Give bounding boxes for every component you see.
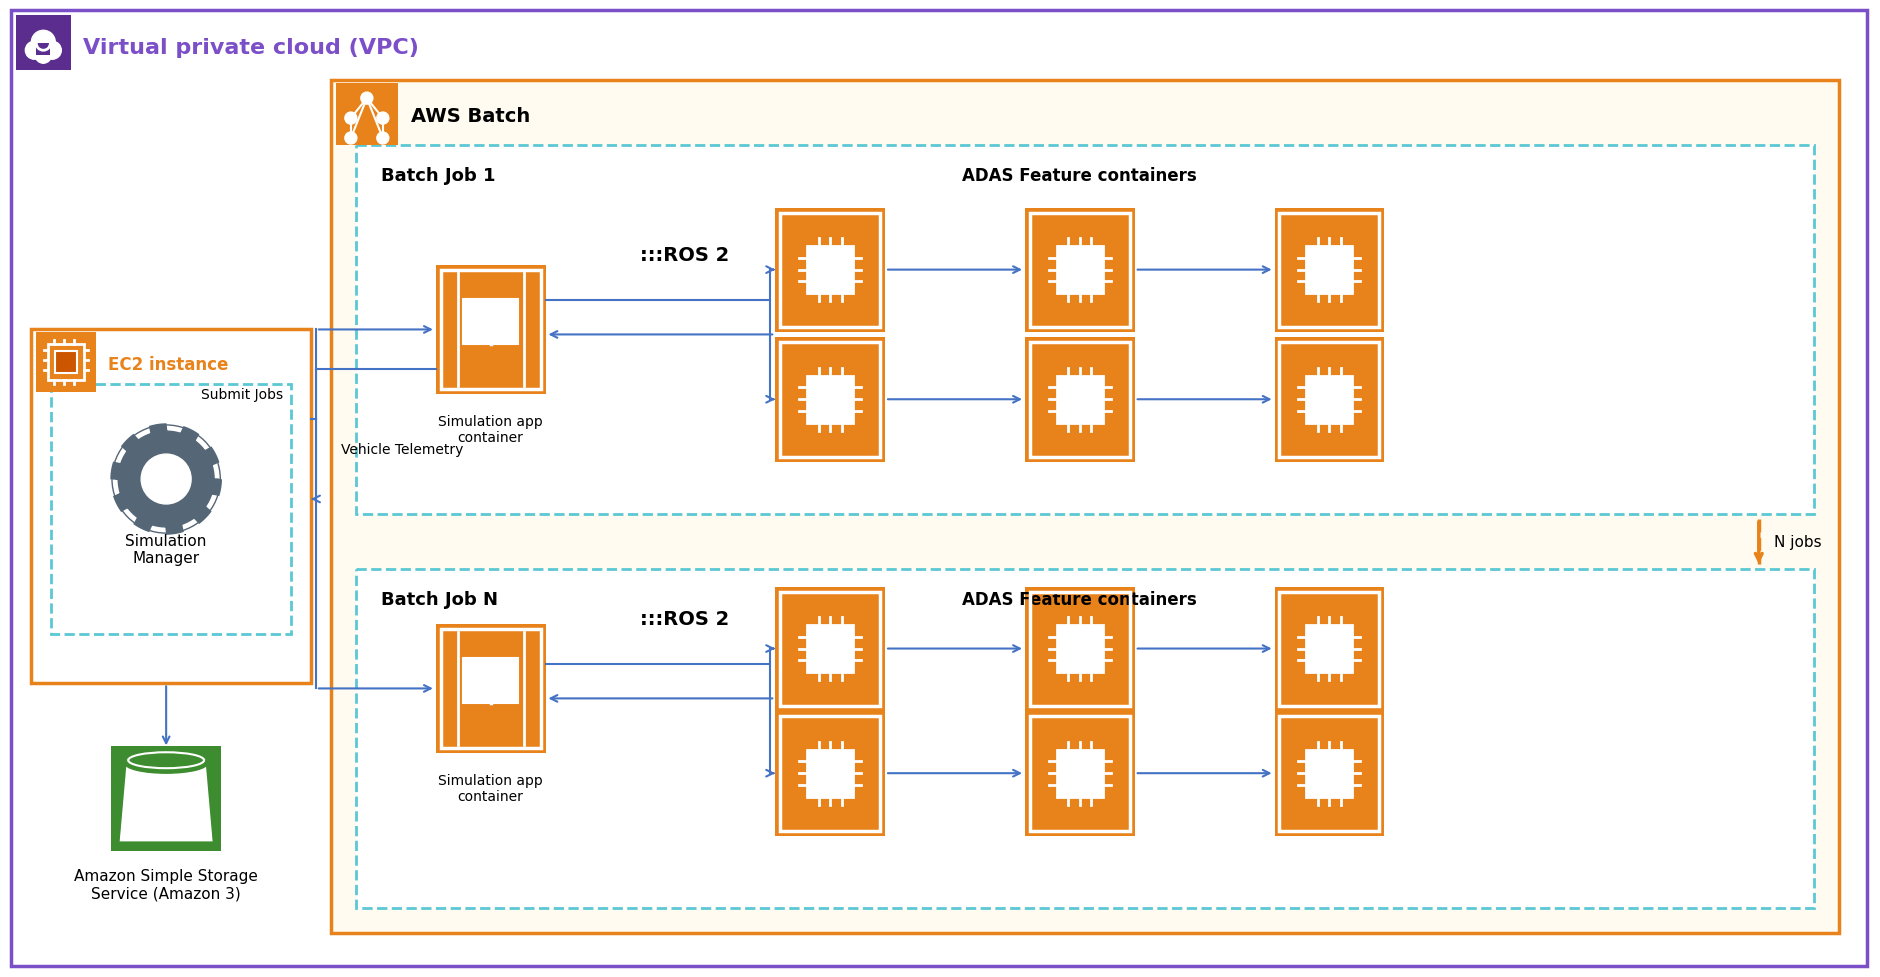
Circle shape [43, 42, 62, 61]
FancyBboxPatch shape [1275, 208, 1384, 333]
Circle shape [376, 113, 389, 125]
FancyBboxPatch shape [1275, 587, 1384, 711]
FancyBboxPatch shape [1025, 587, 1136, 711]
FancyBboxPatch shape [11, 12, 1867, 965]
FancyBboxPatch shape [1057, 749, 1104, 797]
FancyBboxPatch shape [807, 749, 854, 797]
Circle shape [344, 133, 357, 145]
Text: Virtual private cloud (VPC): Virtual private cloud (VPC) [83, 38, 419, 59]
FancyBboxPatch shape [355, 570, 1814, 908]
FancyBboxPatch shape [331, 81, 1839, 933]
Ellipse shape [124, 753, 207, 774]
Circle shape [141, 454, 192, 504]
FancyBboxPatch shape [775, 338, 885, 462]
FancyBboxPatch shape [1057, 246, 1104, 294]
Circle shape [376, 133, 389, 145]
FancyBboxPatch shape [775, 587, 885, 711]
Text: :::ROS 2: :::ROS 2 [641, 246, 729, 265]
Polygon shape [111, 425, 222, 534]
Circle shape [36, 48, 51, 64]
FancyBboxPatch shape [807, 625, 854, 672]
Text: Amazon Simple Storage
Service (Amazon 3): Amazon Simple Storage Service (Amazon 3) [73, 868, 258, 901]
FancyBboxPatch shape [36, 44, 51, 56]
Text: Simulation app
container: Simulation app container [438, 415, 543, 445]
FancyBboxPatch shape [337, 84, 399, 146]
FancyBboxPatch shape [462, 300, 519, 345]
Text: EC2 instance: EC2 instance [109, 356, 229, 374]
Ellipse shape [128, 752, 205, 769]
FancyBboxPatch shape [36, 333, 96, 393]
FancyBboxPatch shape [1307, 376, 1352, 423]
FancyBboxPatch shape [111, 748, 222, 848]
Circle shape [361, 93, 372, 105]
FancyBboxPatch shape [1025, 208, 1136, 333]
FancyBboxPatch shape [1275, 338, 1384, 462]
Circle shape [32, 31, 55, 55]
Text: N jobs: N jobs [1773, 534, 1822, 550]
Text: :::ROS 2: :::ROS 2 [641, 610, 729, 628]
FancyBboxPatch shape [55, 352, 77, 374]
Text: Simulation
Manager: Simulation Manager [126, 533, 207, 566]
Circle shape [344, 113, 357, 125]
FancyBboxPatch shape [1275, 711, 1384, 836]
FancyBboxPatch shape [17, 17, 71, 71]
Polygon shape [120, 758, 211, 843]
FancyBboxPatch shape [1307, 246, 1352, 294]
FancyBboxPatch shape [1057, 376, 1104, 423]
FancyBboxPatch shape [111, 746, 222, 851]
FancyBboxPatch shape [32, 330, 310, 684]
Polygon shape [120, 763, 211, 838]
FancyBboxPatch shape [775, 711, 885, 836]
FancyBboxPatch shape [807, 376, 854, 423]
FancyBboxPatch shape [775, 208, 885, 333]
FancyBboxPatch shape [355, 146, 1814, 515]
FancyBboxPatch shape [1025, 711, 1136, 836]
FancyBboxPatch shape [1025, 338, 1136, 462]
Text: AWS Batch: AWS Batch [412, 106, 530, 125]
Text: Batch Job 1: Batch Job 1 [382, 167, 494, 185]
FancyBboxPatch shape [1057, 625, 1104, 672]
FancyBboxPatch shape [49, 345, 85, 381]
FancyBboxPatch shape [807, 246, 854, 294]
Text: ADAS Feature containers: ADAS Feature containers [963, 590, 1198, 608]
Text: Vehicle Telemetry: Vehicle Telemetry [340, 443, 462, 456]
Text: ADAS Feature containers: ADAS Feature containers [963, 167, 1198, 185]
Text: Submit Jobs: Submit Jobs [201, 388, 284, 402]
FancyBboxPatch shape [1307, 749, 1352, 797]
Polygon shape [120, 760, 211, 840]
Circle shape [24, 42, 43, 61]
Text: Simulation app
container: Simulation app container [438, 774, 543, 803]
FancyBboxPatch shape [436, 266, 545, 395]
FancyBboxPatch shape [462, 658, 519, 703]
FancyBboxPatch shape [1307, 625, 1352, 672]
FancyBboxPatch shape [436, 624, 545, 753]
Text: Batch Job N: Batch Job N [382, 590, 498, 608]
